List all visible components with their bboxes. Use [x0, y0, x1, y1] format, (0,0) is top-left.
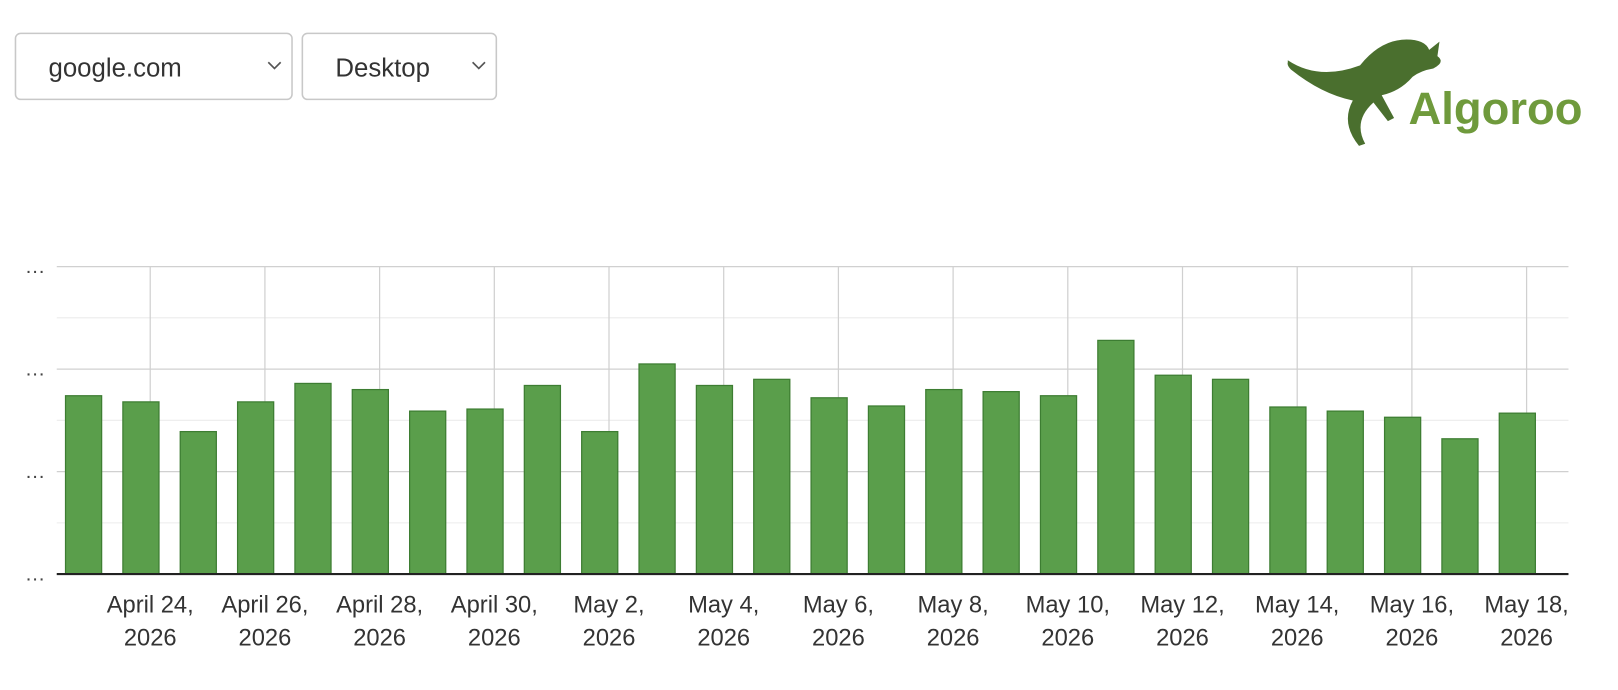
device-select[interactable]: Desktop — [301, 32, 498, 101]
bar — [1441, 438, 1479, 575]
bar — [982, 391, 1020, 575]
label-line: May 12, — [1140, 592, 1224, 618]
logo: Algoroo — [1287, 39, 1583, 146]
bar — [638, 363, 676, 575]
label-line: 2026 — [239, 625, 292, 651]
bar — [1097, 339, 1135, 575]
label-line: 2026 — [1500, 625, 1553, 651]
site-select[interactable]: google.com — [14, 32, 293, 101]
label-line: May 8, — [918, 592, 989, 618]
y-tick-label: … — [25, 357, 46, 380]
bar — [695, 384, 734, 575]
chevron — [472, 61, 486, 70]
bar — [523, 384, 562, 575]
x-tick-label: May 12, 2026 — [1140, 592, 1224, 651]
label-line: May 10, — [1026, 592, 1110, 618]
label-line: 2026 — [697, 625, 750, 651]
label-line: 2026 — [1156, 625, 1209, 651]
x-tick-label: April 28, 2026 — [336, 592, 423, 651]
label-line: 2026 — [1041, 625, 1094, 651]
select-value[interactable]: Desktop — [335, 55, 430, 83]
y-tick-label: … — [25, 460, 46, 483]
bar — [1269, 406, 1307, 575]
bar — [581, 430, 619, 575]
label-line: May 6, — [803, 592, 874, 618]
bar — [867, 405, 906, 575]
label-line: April 26, — [221, 592, 308, 618]
label-line: 2026 — [124, 625, 177, 651]
label-line: 2026 — [927, 625, 980, 651]
label-line: May 2, — [573, 592, 644, 618]
y-tick-label: … — [25, 562, 46, 585]
bar — [1039, 395, 1078, 575]
label-line: 2026 — [812, 625, 865, 651]
label-line: April 30, — [451, 592, 538, 618]
label-line: April 24, — [107, 592, 194, 618]
bar — [1383, 416, 1422, 575]
x-tick-label: April 24, 2026 — [107, 592, 194, 651]
y-tick-label: … — [25, 255, 46, 278]
bar — [1498, 412, 1536, 575]
label-line: May 4, — [688, 592, 759, 618]
bar — [409, 410, 447, 575]
bar — [925, 388, 963, 575]
x-tick-label: May 6, 2026 — [803, 592, 874, 651]
x-tick-label: April 26, 2026 — [221, 592, 308, 651]
x-tick-label: May 10, 2026 — [1026, 592, 1110, 651]
bar — [236, 401, 275, 575]
bar — [810, 397, 848, 575]
label-line: 2026 — [1386, 625, 1439, 651]
bar — [1154, 374, 1192, 575]
bar — [753, 378, 791, 575]
label-line: May 16, — [1370, 592, 1454, 618]
select-box[interactable] — [301, 32, 498, 101]
select-value[interactable]: google.com — [48, 55, 181, 83]
bar — [122, 401, 160, 575]
label-line: May 14, — [1255, 592, 1339, 618]
chevron — [267, 61, 282, 70]
select-box[interactable] — [14, 32, 293, 101]
x-tick-label: May 2, 2026 — [573, 592, 644, 651]
x-tick-label: May 14, 2026 — [1255, 592, 1339, 651]
label-line: 2026 — [353, 625, 406, 651]
label-line: 2026 — [468, 625, 521, 651]
bar — [179, 430, 217, 575]
x-tick-label: May 8, 2026 — [918, 592, 989, 651]
bar — [294, 382, 332, 575]
x-tick-label: May 4, 2026 — [688, 592, 759, 651]
label-line: May 18, — [1484, 592, 1568, 618]
kangaroo — [1287, 39, 1441, 146]
bar — [466, 408, 504, 575]
bar — [351, 388, 390, 575]
x-tick-label: May 18, 2026 — [1484, 592, 1568, 651]
bar — [1326, 410, 1364, 575]
label-line: 2026 — [583, 625, 636, 651]
x-tick-label: April 30, 2026 — [451, 592, 538, 651]
bar — [1211, 378, 1250, 575]
label-line: April 28, — [336, 592, 423, 618]
logo-text: Algoroo — [1409, 83, 1583, 134]
bar — [64, 395, 103, 575]
label-line: 2026 — [1271, 625, 1324, 651]
x-tick-label: May 16, 2026 — [1370, 592, 1454, 651]
